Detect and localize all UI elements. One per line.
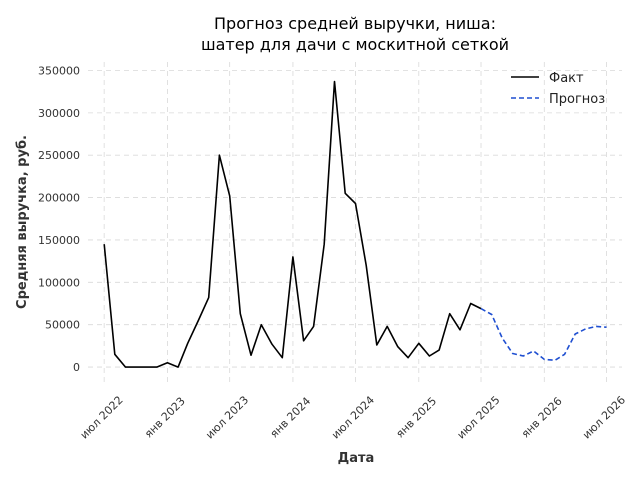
x-tick-label-8: июл 2026 — [580, 394, 628, 442]
legend: Факт Прогноз — [511, 71, 605, 107]
x-tick-label-6: июл 2025 — [455, 394, 503, 442]
x-tick-label-7: янв 2026 — [519, 395, 565, 441]
y-axis-ticks: 0 50000 100000 150000 200000 250000 300000 3500… — [38, 64, 80, 374]
x-tick-label-3: янв 2024 — [268, 395, 314, 441]
x-tick-label-5: янв 2025 — [393, 395, 439, 441]
x-tick-label-1: янв 2023 — [142, 395, 188, 441]
series-line-forecast — [480, 307, 607, 362]
x-axis-ticks: июл 2022 янв 2023 июл 2023 янв 2024 июл 2024… — [78, 394, 628, 442]
y-tick-label-0: 0 — [73, 361, 80, 374]
chart-title-line-1: Прогноз средней выручки, ниша: — [214, 14, 496, 33]
y-tick-label-2: 100000 — [38, 276, 80, 289]
x-tick-label-0: июл 2022 — [78, 394, 126, 442]
series-lines — [103, 80, 607, 368]
grid — [88, 62, 622, 384]
y-tick-label-7: 350000 — [38, 64, 80, 77]
y-axis-label: Средняя выручка, руб. — [15, 135, 30, 309]
legend-label-fact: Факт — [549, 71, 584, 86]
y-tick-label-5: 250000 — [38, 149, 80, 162]
y-tick-label-4: 200000 — [38, 192, 80, 205]
x-axis-label: Дата — [338, 451, 375, 466]
chart-title-line-2: шатер для дачи с москитной сеткой — [201, 35, 509, 54]
series-line-fact — [103, 80, 482, 368]
x-tick-label-2: июл 2023 — [203, 394, 251, 442]
y-tick-label-3: 150000 — [38, 234, 80, 247]
legend-label-forecast: Прогноз — [549, 92, 605, 107]
y-tick-label-1: 50000 — [45, 319, 80, 332]
y-tick-label-6: 300000 — [38, 107, 80, 120]
x-tick-label-4: июл 2024 — [329, 394, 377, 442]
